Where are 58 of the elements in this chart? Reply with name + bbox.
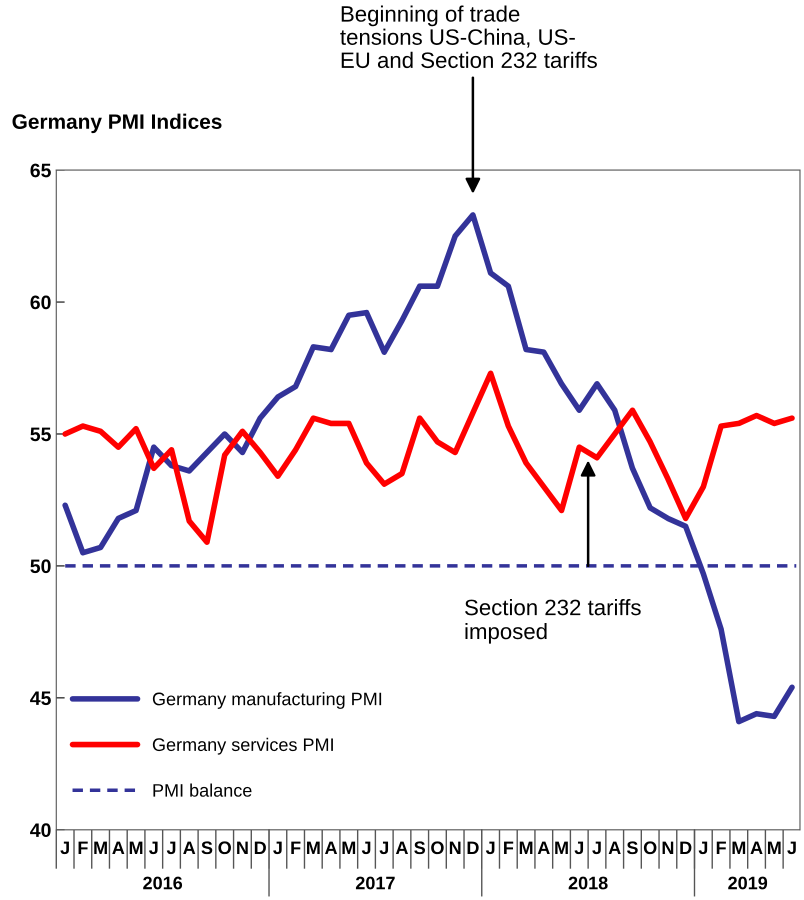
x-tick-label: S	[626, 841, 638, 854]
y-tick-label: 45	[30, 692, 51, 706]
text: 2017	[356, 876, 395, 890]
chart-title: Germany PMI Indices	[12, 114, 222, 134]
x-tick-label: A	[538, 842, 550, 854]
x-tick-label: M	[555, 842, 568, 854]
x-tick-label: F	[716, 842, 726, 854]
annotation: Section 232 tariffs imposed	[465, 599, 641, 644]
text: Beginning of trade tensions US-China, US- EU and Section 232 tariffs	[340, 5, 597, 68]
text: 2016	[143, 876, 182, 890]
x-tick-label: M	[520, 842, 532, 854]
x-tick-label: J	[273, 842, 282, 854]
x-tick-label: S	[201, 841, 212, 854]
y-tick-label: 55	[30, 428, 51, 442]
x-tick-label: M	[768, 842, 781, 854]
x-tick-label: D	[254, 842, 266, 854]
text: 2018	[568, 876, 608, 890]
y-tick-label: 60	[30, 296, 51, 310]
x-tick-label: F	[78, 842, 88, 854]
x-tick-label: N	[662, 842, 674, 854]
x-tick-label: M	[130, 842, 142, 854]
x-tick-label: A	[112, 842, 124, 854]
x-tick-label: J	[698, 842, 708, 854]
text: 2019	[728, 876, 768, 890]
x-tick-label: O	[218, 841, 231, 854]
x-tick-label: F	[291, 842, 300, 854]
x-tick-label: A	[396, 842, 408, 854]
x-tick-label: O	[431, 841, 444, 854]
x-tick-label: J	[380, 842, 388, 854]
legend-label: Germany services PMI	[152, 738, 333, 755]
x-tick-label: J	[574, 842, 584, 854]
y-tick-label: 65	[30, 164, 51, 178]
x-tick-label: N	[237, 842, 248, 854]
x-tick-label: M	[307, 842, 320, 854]
x-tick-label: J	[787, 842, 796, 854]
x-tick-label: M	[94, 842, 107, 854]
legend-label: Germany manufacturing PMI	[152, 692, 382, 709]
x-tick-label: M	[342, 842, 356, 854]
x-tick-label: A	[608, 842, 621, 854]
x-tick-label: J	[592, 842, 601, 854]
x-tick-label: J	[166, 842, 176, 854]
x-tick-label: A	[183, 842, 196, 854]
x-tick-label: O	[644, 841, 656, 854]
x-tick-label: S	[414, 841, 426, 854]
x-tick-label: D	[468, 842, 479, 854]
y-tick-label: 50	[30, 559, 51, 574]
x-tick-label: N	[450, 842, 460, 854]
x-tick-label: A	[324, 842, 338, 854]
x-tick-label: J	[60, 842, 69, 854]
y-tick-label: 40	[30, 823, 51, 838]
x-tick-label: A	[750, 842, 763, 854]
x-tick-label: J	[362, 842, 370, 854]
legend-label: PMI balance	[153, 784, 252, 797]
x-tick-label: F	[504, 842, 514, 854]
x-tick-label: J	[149, 842, 158, 854]
x-tick-label: J	[486, 842, 494, 854]
x-tick-label: D	[680, 842, 692, 854]
x-tick-label: M	[732, 842, 746, 854]
